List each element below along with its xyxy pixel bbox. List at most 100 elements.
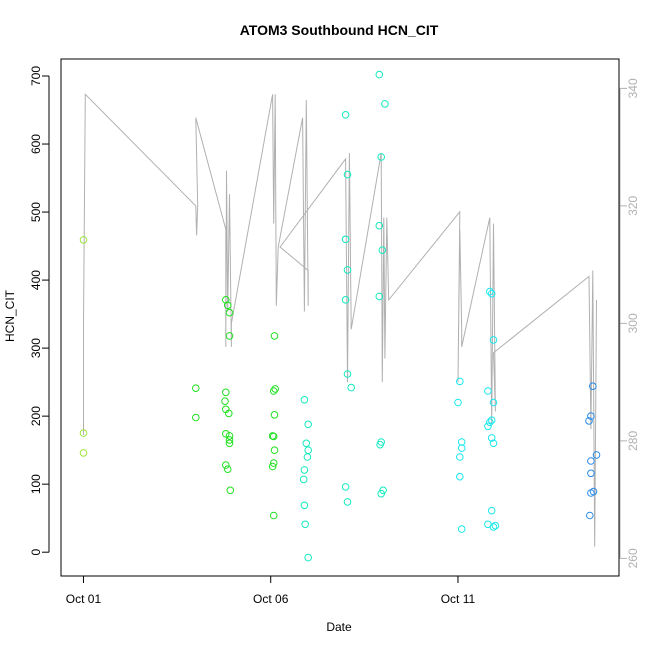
right-tick-label: 320 xyxy=(626,196,640,216)
scatter-point xyxy=(304,446,313,455)
scatter-point xyxy=(381,100,389,108)
scatter-points-layer xyxy=(79,70,601,562)
scatter-point xyxy=(484,387,492,395)
scatter-point xyxy=(587,489,595,497)
scatter-point xyxy=(302,439,311,448)
scatter-point xyxy=(587,469,595,478)
scatter-point xyxy=(454,398,462,407)
x-tick-label: Oct 11 xyxy=(441,592,476,606)
scatter-point xyxy=(341,483,350,491)
scatter-point xyxy=(457,444,466,452)
scatter-point xyxy=(343,170,352,179)
scatter-point xyxy=(192,413,200,422)
scatter-point xyxy=(341,296,350,304)
left-tick-label: 300 xyxy=(29,338,43,358)
left-tick-label: 400 xyxy=(29,270,43,290)
scatter-point xyxy=(484,422,492,431)
y-axis-label: HCN_CIT xyxy=(3,289,17,342)
scatter-point xyxy=(376,440,384,449)
scatter-point xyxy=(378,246,387,254)
scatter-point xyxy=(271,385,280,393)
scatter-point xyxy=(456,377,464,386)
scatter-point xyxy=(303,453,312,461)
scatter-point xyxy=(341,111,350,119)
scatter-point xyxy=(301,520,310,529)
scatter-point xyxy=(377,489,386,498)
scatter-point xyxy=(79,449,88,457)
x-tick-label: Oct 06 xyxy=(253,592,289,606)
scatter-point xyxy=(347,383,356,392)
left-tick-label: 500 xyxy=(29,202,43,222)
scatter-point xyxy=(268,462,277,471)
scatter-point xyxy=(299,475,308,484)
scatter-point xyxy=(487,416,496,425)
scatter-point xyxy=(225,432,234,440)
scatter-point xyxy=(375,221,384,230)
scatter-point xyxy=(456,472,464,481)
scatter-point xyxy=(79,429,88,437)
scatter-point xyxy=(375,70,384,79)
scatter-point xyxy=(375,292,384,301)
scatter-point xyxy=(270,411,279,419)
right-tick-label: 280 xyxy=(626,431,640,451)
scatter-point xyxy=(226,486,235,495)
left-tick-label: 200 xyxy=(29,406,43,426)
left-tick-label: 700 xyxy=(29,66,43,86)
scatter-point xyxy=(225,436,234,444)
scatter-point xyxy=(300,501,309,510)
scatter-point xyxy=(269,387,278,395)
right-y-axis: 260 280 300 320 340 xyxy=(619,78,640,568)
scatter-point xyxy=(222,461,230,469)
gray-series-layer xyxy=(83,93,597,547)
scatter-point xyxy=(592,451,601,459)
scatter-point xyxy=(300,396,309,404)
chart-title: ATOM3 Southbound HCN_CIT xyxy=(240,22,439,38)
scatter-point xyxy=(222,296,230,304)
scatter-point xyxy=(222,430,230,438)
scatter-point xyxy=(586,511,594,520)
scatter-point xyxy=(225,439,234,448)
right-tick-label: 260 xyxy=(626,548,640,568)
right-tick-label: 300 xyxy=(626,313,640,333)
scatter-point xyxy=(225,332,234,340)
scatter-point xyxy=(487,434,496,442)
scatter-point xyxy=(489,398,498,407)
left-tick-label: 100 xyxy=(29,474,43,494)
left-tick-label: 600 xyxy=(29,134,43,154)
left-y-axis: 0 100 200 300 400 500 600 700 xyxy=(29,66,50,556)
scatter-point xyxy=(79,236,88,244)
scatter-point xyxy=(269,459,278,467)
scatter-point xyxy=(589,382,597,391)
scatter-point xyxy=(225,308,234,317)
right-tick-label: 340 xyxy=(626,78,640,98)
scatter-point xyxy=(486,418,494,427)
scatter-point xyxy=(300,466,309,474)
scatter-point xyxy=(343,370,352,378)
plot-frame xyxy=(60,58,620,577)
scatter-point xyxy=(457,438,466,446)
x-axis-label: Date xyxy=(326,620,352,634)
scatter-point xyxy=(304,553,313,562)
scatter-point xyxy=(587,457,595,465)
scatter-point xyxy=(343,266,352,274)
scatter-point xyxy=(270,332,279,340)
scatter-point xyxy=(304,420,313,429)
scatter-point xyxy=(587,412,595,420)
scatter-point xyxy=(341,235,350,244)
x-axis: Oct 01 Oct 06 Oct 11 xyxy=(66,575,476,606)
scatter-point xyxy=(192,384,200,393)
scatter-point xyxy=(221,397,229,406)
scatter-point xyxy=(489,523,498,531)
scatter-point xyxy=(225,409,233,418)
scatter-point xyxy=(457,525,466,533)
scatter-point xyxy=(223,301,232,310)
scatter-point xyxy=(491,521,500,530)
scatter-point xyxy=(269,432,278,441)
scatter-point xyxy=(487,506,496,515)
scatter-point xyxy=(486,287,494,296)
gray-series-line xyxy=(83,93,597,547)
scatter-point xyxy=(270,446,279,455)
scatter-point xyxy=(456,453,464,461)
